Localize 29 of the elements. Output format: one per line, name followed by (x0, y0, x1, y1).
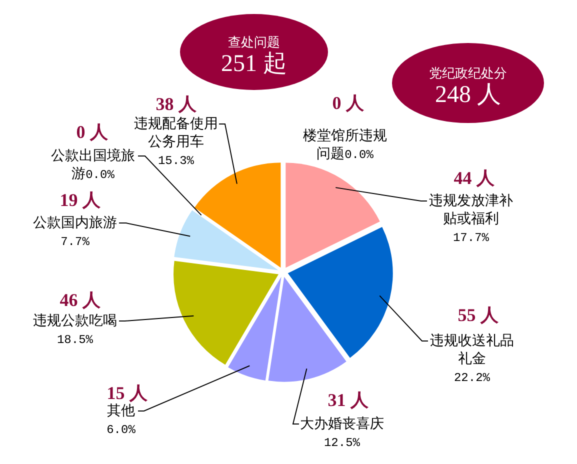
slice-label: 违规收送礼品礼金 (430, 333, 514, 367)
text: 15.3% (158, 154, 195, 168)
slice-label: 违规发放津补贴或福利 (429, 193, 513, 227)
text: 0.0% (86, 168, 116, 182)
text: 251 起 (221, 51, 287, 77)
text: 17.7% (452, 231, 490, 245)
slice-label: 违规配备使用公务用车 (134, 116, 218, 150)
text: 18.5% (56, 333, 94, 347)
text: 7.7% (60, 235, 90, 249)
text: 党纪政纪处分 (429, 66, 507, 80)
text: 22.2% (454, 371, 491, 385)
data-label: 31 人 (328, 390, 370, 410)
data-label: 44 人 (454, 168, 496, 188)
data-label: 38 人 (156, 94, 198, 114)
slice-label: 其他 (107, 403, 135, 419)
slice-label: 大办婚丧喜庆 (300, 416, 384, 432)
text: 248 人 (435, 82, 501, 108)
text: 6.0% (106, 423, 136, 437)
text: 查处问题 (228, 34, 280, 50)
text: 0 人 (332, 93, 364, 113)
text: 0.0% (344, 148, 374, 162)
text: 12.5% (324, 436, 361, 450)
data-label: 46 人 (60, 290, 102, 310)
text: 0 人 (76, 122, 108, 142)
data-label: 15 人 (106, 383, 148, 403)
data-label: 55 人 (458, 305, 500, 325)
data-label: 19 人 (60, 190, 102, 210)
slice-label: 公款国内旅游 (33, 215, 117, 231)
slice-label: 违规公款吃喝 (33, 313, 117, 329)
